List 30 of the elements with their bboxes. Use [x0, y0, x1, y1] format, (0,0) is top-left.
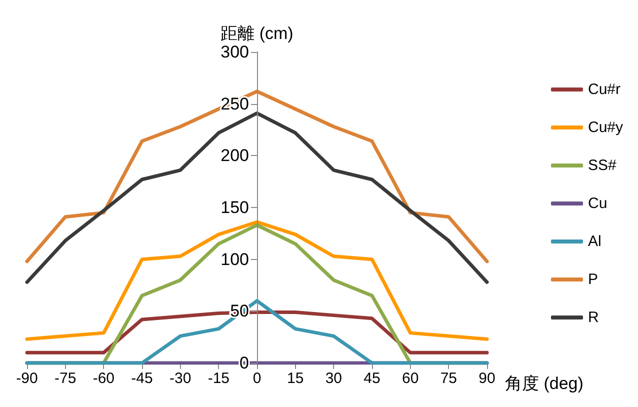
y-tick-label: 50: [230, 302, 249, 321]
line-series: [25, 90, 489, 264]
line-series: [25, 111, 489, 284]
line-series: [25, 220, 489, 341]
legend-label: R: [588, 309, 599, 326]
x-axis-title: 角度 (deg): [505, 374, 584, 393]
x-tick-label: 45: [364, 370, 380, 387]
x-tick-label: 30: [325, 370, 342, 387]
y-tick-label: 100: [220, 250, 249, 269]
legend-label: P: [588, 271, 598, 288]
legend-label: Cu#r: [588, 81, 620, 98]
legend-label: SS#: [588, 157, 617, 174]
x-tick-label: 0: [252, 370, 262, 387]
x-tick-label: 15: [286, 370, 304, 387]
y-tick-label: 200: [220, 146, 249, 166]
y-tick-label: 150: [220, 198, 249, 217]
x-tick-label: -60: [92, 370, 115, 387]
x-tick-label: -15: [208, 370, 230, 387]
x-tick-label: -75: [54, 370, 76, 387]
x-tick-label: 90: [478, 370, 496, 387]
legend-label: Al: [588, 233, 602, 250]
x-tick-label: 60: [402, 370, 419, 387]
x-tick-label: 75: [440, 370, 458, 387]
legend-label: Cu: [588, 195, 608, 212]
x-tick-label: -90: [16, 370, 38, 387]
x-tick-label: -45: [131, 370, 153, 387]
x-tick-label: -30: [169, 370, 192, 387]
y-axis-title: 距離 (cm): [220, 24, 294, 43]
y-tick-label: 300: [220, 42, 249, 62]
legend-label: Cu#y: [588, 119, 624, 136]
